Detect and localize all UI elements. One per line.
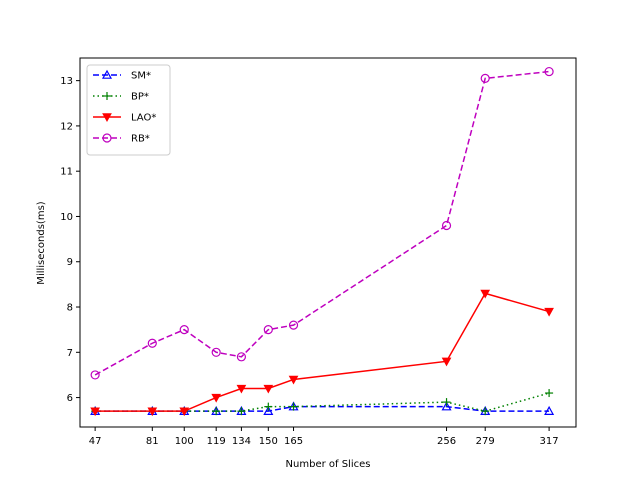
data-point-bp	[481, 407, 490, 416]
data-point-rb	[480, 73, 490, 83]
data-point-lao	[441, 357, 452, 367]
data-point-rb	[179, 325, 189, 335]
data-point-rb	[288, 320, 299, 330]
y-tick-label: 9	[67, 257, 73, 268]
data-point-sm	[544, 405, 555, 415]
legend-marker	[101, 69, 113, 79]
data-point-rb	[544, 66, 554, 77]
legend-label: BP*	[131, 92, 149, 103]
y-tick-label: 12	[60, 121, 73, 132]
data-point-lao	[480, 289, 491, 299]
x-tick-label: 47	[89, 436, 102, 447]
series-lao	[90, 289, 554, 417]
data-point-bp	[289, 402, 298, 411]
data-point-lao	[147, 407, 158, 417]
data-point-lao	[90, 407, 100, 417]
data-point-lao	[236, 384, 247, 394]
plot-frame	[79, 57, 577, 428]
data-point-bp	[442, 398, 451, 407]
x-tick-label: 150	[259, 436, 278, 447]
series-line-rb	[94, 70, 550, 376]
data-point-rb	[441, 220, 452, 231]
y-tick-label: 11	[60, 167, 73, 178]
series-line-lao	[95, 292, 550, 412]
data-point-lao	[544, 307, 554, 317]
legend-entry-rb: RB*	[93, 133, 150, 145]
x-axis-label: Number of Slices	[286, 459, 371, 470]
data-point-bp	[237, 407, 246, 416]
x-tick-label: 100	[175, 436, 194, 447]
x-tick-label: 256	[437, 436, 456, 447]
data-point-sm	[441, 401, 452, 411]
legend-label: RB*	[131, 134, 150, 145]
data-point-sm	[263, 405, 274, 415]
y-tick-label: 6	[67, 393, 73, 404]
y-tick-label: 8	[67, 303, 73, 314]
data-point-bp	[264, 402, 273, 411]
y-axis: 6 7 8 9 10 11 12 13	[60, 76, 80, 404]
x-tick-label: 165	[284, 436, 303, 447]
data-point-lao	[263, 384, 274, 394]
data-point-rb	[236, 352, 247, 362]
x-tick-label: 81	[146, 436, 159, 447]
data-point-bp	[545, 389, 554, 398]
y-tick-label: 13	[60, 76, 73, 87]
y-axis-label: Milliseconds(ms)	[36, 201, 47, 284]
series-layer	[90, 66, 555, 417]
x-tick-label: 134	[232, 436, 251, 447]
data-point-rb	[211, 347, 221, 357]
y-tick-label: 7	[67, 348, 73, 359]
legend-entry-bp: BP*	[93, 92, 149, 103]
legend-entry-lao: LAO*	[93, 113, 156, 124]
data-point-lao	[211, 393, 222, 403]
legend: SM* BP* LAO* RB*	[86, 64, 171, 156]
data-point-lao	[288, 375, 299, 385]
legend-marker	[102, 113, 112, 123]
legend-label: SM*	[131, 71, 151, 82]
data-point-rb	[147, 338, 157, 348]
legend-label: LAO*	[131, 113, 156, 124]
x-tick-label: 119	[207, 436, 226, 447]
y-tick-label: 10	[60, 212, 73, 223]
legend-entry-sm: SM*	[93, 69, 151, 82]
x-axis: 47 81 100 119 134 150 165 256 279 317	[89, 427, 559, 447]
x-tick-label: 279	[476, 436, 495, 447]
data-point-bp	[212, 407, 221, 416]
series-rb	[90, 66, 554, 380]
x-tick-label: 317	[540, 436, 559, 447]
legend-frame	[86, 64, 171, 156]
data-point-lao	[179, 407, 190, 417]
legend-marker	[103, 92, 111, 100]
legend-marker	[102, 133, 112, 143]
data-point-rb	[90, 370, 100, 380]
data-point-rb	[263, 325, 273, 335]
